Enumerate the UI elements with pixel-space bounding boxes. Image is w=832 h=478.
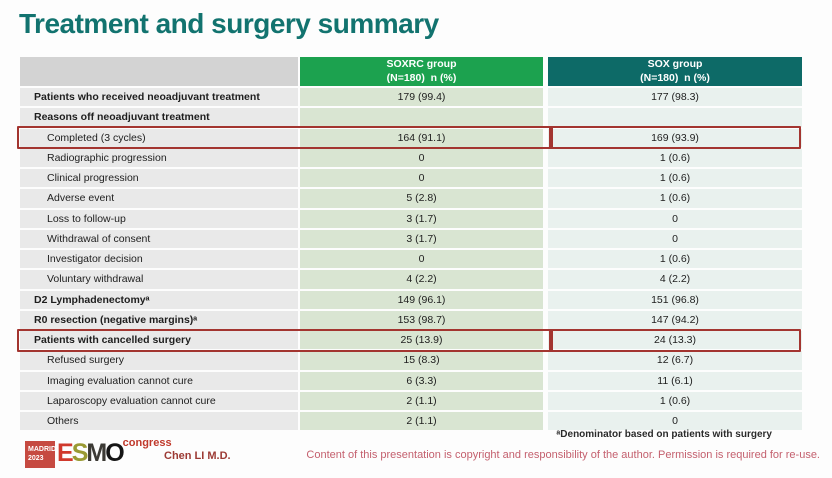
table-row: Refused surgery 15 (8.3) 12 (6.7) — [20, 351, 802, 370]
header-sox-line1: SOX group — [647, 57, 703, 70]
header-sox-group: SOX group (N=180) n (%) — [548, 57, 802, 86]
table-row: Imaging evaluation cannot cure 6 (3.3) 11 … — [20, 371, 802, 390]
soxrc-value: 0 — [300, 250, 543, 269]
row-label: R0 resection (negative margins)ᵃ — [20, 310, 298, 329]
sox-value: 177 (98.3) — [548, 88, 802, 107]
soxrc-value: 0 — [300, 148, 543, 167]
treatment-surgery-table: SOXRC group (N=180) n (%) SOX group (N=1… — [20, 57, 802, 432]
table-row: Investigator decision 0 1 (0.6) — [20, 250, 802, 269]
congress-label: congress — [122, 437, 172, 449]
soxrc-value — [300, 108, 543, 127]
table-row: D2 Lymphadenectomyᵃ 149 (96.1) 151 (96.8) — [20, 290, 802, 309]
table-row: Patients who received neoadjuvant treatm… — [20, 88, 802, 107]
table-row: Reasons off neoadjuvant treatment — [20, 108, 802, 127]
row-label: Completed (3 cycles) — [20, 128, 298, 147]
table-row: Others 2 (1.1) 0 — [20, 412, 802, 431]
soxrc-value: 5 (2.8) — [300, 189, 543, 208]
row-label: Imaging evaluation cannot cure — [20, 371, 298, 390]
slide-title: Treatment and surgery summary — [19, 8, 439, 39]
author-name: Chen LI M.D. — [164, 450, 231, 462]
row-label: Radiographic progression — [20, 148, 298, 167]
row-label: Adverse event — [20, 189, 298, 208]
copyright-notice: Content of this presentation is copyrigh… — [306, 449, 820, 461]
table-header-row: SOXRC group (N=180) n (%) SOX group (N=1… — [20, 57, 802, 86]
soxrc-value: 153 (98.7) — [300, 310, 543, 329]
row-label: Voluntary withdrawal — [20, 270, 298, 289]
soxrc-value: 25 (13.9) — [300, 331, 543, 350]
table-row: Withdrawal of consent 3 (1.7) 0 — [20, 229, 802, 248]
table-body: Patients who received neoadjuvant treatm… — [20, 88, 802, 431]
row-label: D2 Lymphadenectomyᵃ — [20, 290, 298, 309]
soxrc-value: 149 (96.1) — [300, 290, 543, 309]
esmo-letter: E — [57, 439, 74, 467]
row-label: Clinical progression — [20, 169, 298, 188]
table-row: Completed (3 cycles) 164 (91.1) 169 (93.9) — [20, 128, 802, 147]
row-label: Loss to follow-up — [20, 209, 298, 228]
sox-value: 147 (94.2) — [548, 310, 802, 329]
row-label: Others — [20, 412, 298, 431]
header-soxrc-group: SOXRC group (N=180) n (%) — [300, 57, 543, 86]
esmo-wordmark: ESMO — [57, 438, 125, 468]
header-empty-cell — [20, 57, 298, 86]
soxrc-value: 2 (1.1) — [300, 412, 543, 431]
badge-year: 2023 — [28, 454, 44, 462]
row-label: Investigator decision — [20, 250, 298, 269]
table-row: Radiographic progression 0 1 (0.6) — [20, 148, 802, 167]
header-sox-line2: (N=180) n (%) — [640, 71, 710, 84]
sox-value: 11 (6.1) — [548, 371, 802, 390]
table-row: Clinical progression 0 1 (0.6) — [20, 169, 802, 188]
esmo-letter: O — [105, 439, 125, 467]
soxrc-value: 15 (8.3) — [300, 351, 543, 370]
table-row: Laparoscopy evaluation cannot cure 2 (1.1… — [20, 391, 802, 410]
sox-value: 169 (93.9) — [548, 128, 802, 147]
table-row: Loss to follow-up 3 (1.7) 0 — [20, 209, 802, 228]
sox-value: 1 (0.6) — [548, 169, 802, 188]
sox-value: 151 (96.8) — [548, 290, 802, 309]
sox-value — [548, 108, 802, 127]
table-row: R0 resection (negative margins)ᵃ 153 (98.… — [20, 310, 802, 329]
sox-value: 1 (0.6) — [548, 189, 802, 208]
row-label: Reasons off neoadjuvant treatment — [20, 108, 298, 127]
table-row: Patients with cancelled surgery 25 (13.9)… — [20, 331, 802, 350]
sox-value: 1 (0.6) — [548, 250, 802, 269]
sox-value: 1 (0.6) — [548, 148, 802, 167]
soxrc-value: 3 (1.7) — [300, 209, 543, 228]
header-soxrc-line1: SOXRC group — [386, 57, 457, 70]
sox-value: 12 (6.7) — [548, 351, 802, 370]
row-label: Patients with cancelled surgery — [20, 331, 298, 350]
soxrc-value: 3 (1.7) — [300, 229, 543, 248]
soxrc-value: 164 (91.1) — [300, 128, 543, 147]
sox-value: 0 — [548, 412, 802, 431]
soxrc-value: 179 (99.4) — [300, 88, 543, 107]
table-row: Voluntary withdrawal 4 (2.2) 4 (2.2) — [20, 270, 802, 289]
esmo-congress-logo: MADRID 2023 ESMO congress — [25, 437, 172, 468]
soxrc-value: 0 — [300, 169, 543, 188]
row-label: Patients who received neoadjuvant treatm… — [20, 88, 298, 107]
header-soxrc-line2: (N=180) n (%) — [386, 71, 457, 84]
row-label: Withdrawal of consent — [20, 229, 298, 248]
sox-value: 0 — [548, 229, 802, 248]
soxrc-value: 6 (3.3) — [300, 371, 543, 390]
badge-city: MADRID — [28, 445, 56, 453]
esmo-letter: M — [86, 439, 107, 467]
table-footnote: ᵃDenominator based on patients with surg… — [556, 429, 772, 440]
esmo-letter: S — [71, 439, 89, 467]
madrid-2023-badge: MADRID 2023 — [25, 441, 56, 468]
row-label: Laparoscopy evaluation cannot cure — [20, 391, 298, 410]
soxrc-value: 4 (2.2) — [300, 270, 543, 289]
table-row: Adverse event 5 (2.8) 1 (0.6) — [20, 189, 802, 208]
soxrc-value: 2 (1.1) — [300, 391, 543, 410]
sox-value: 1 (0.6) — [548, 391, 802, 410]
sox-value: 24 (13.3) — [548, 331, 802, 350]
sox-value: 4 (2.2) — [548, 270, 802, 289]
sox-value: 0 — [548, 209, 802, 228]
row-label: Refused surgery — [20, 351, 298, 370]
